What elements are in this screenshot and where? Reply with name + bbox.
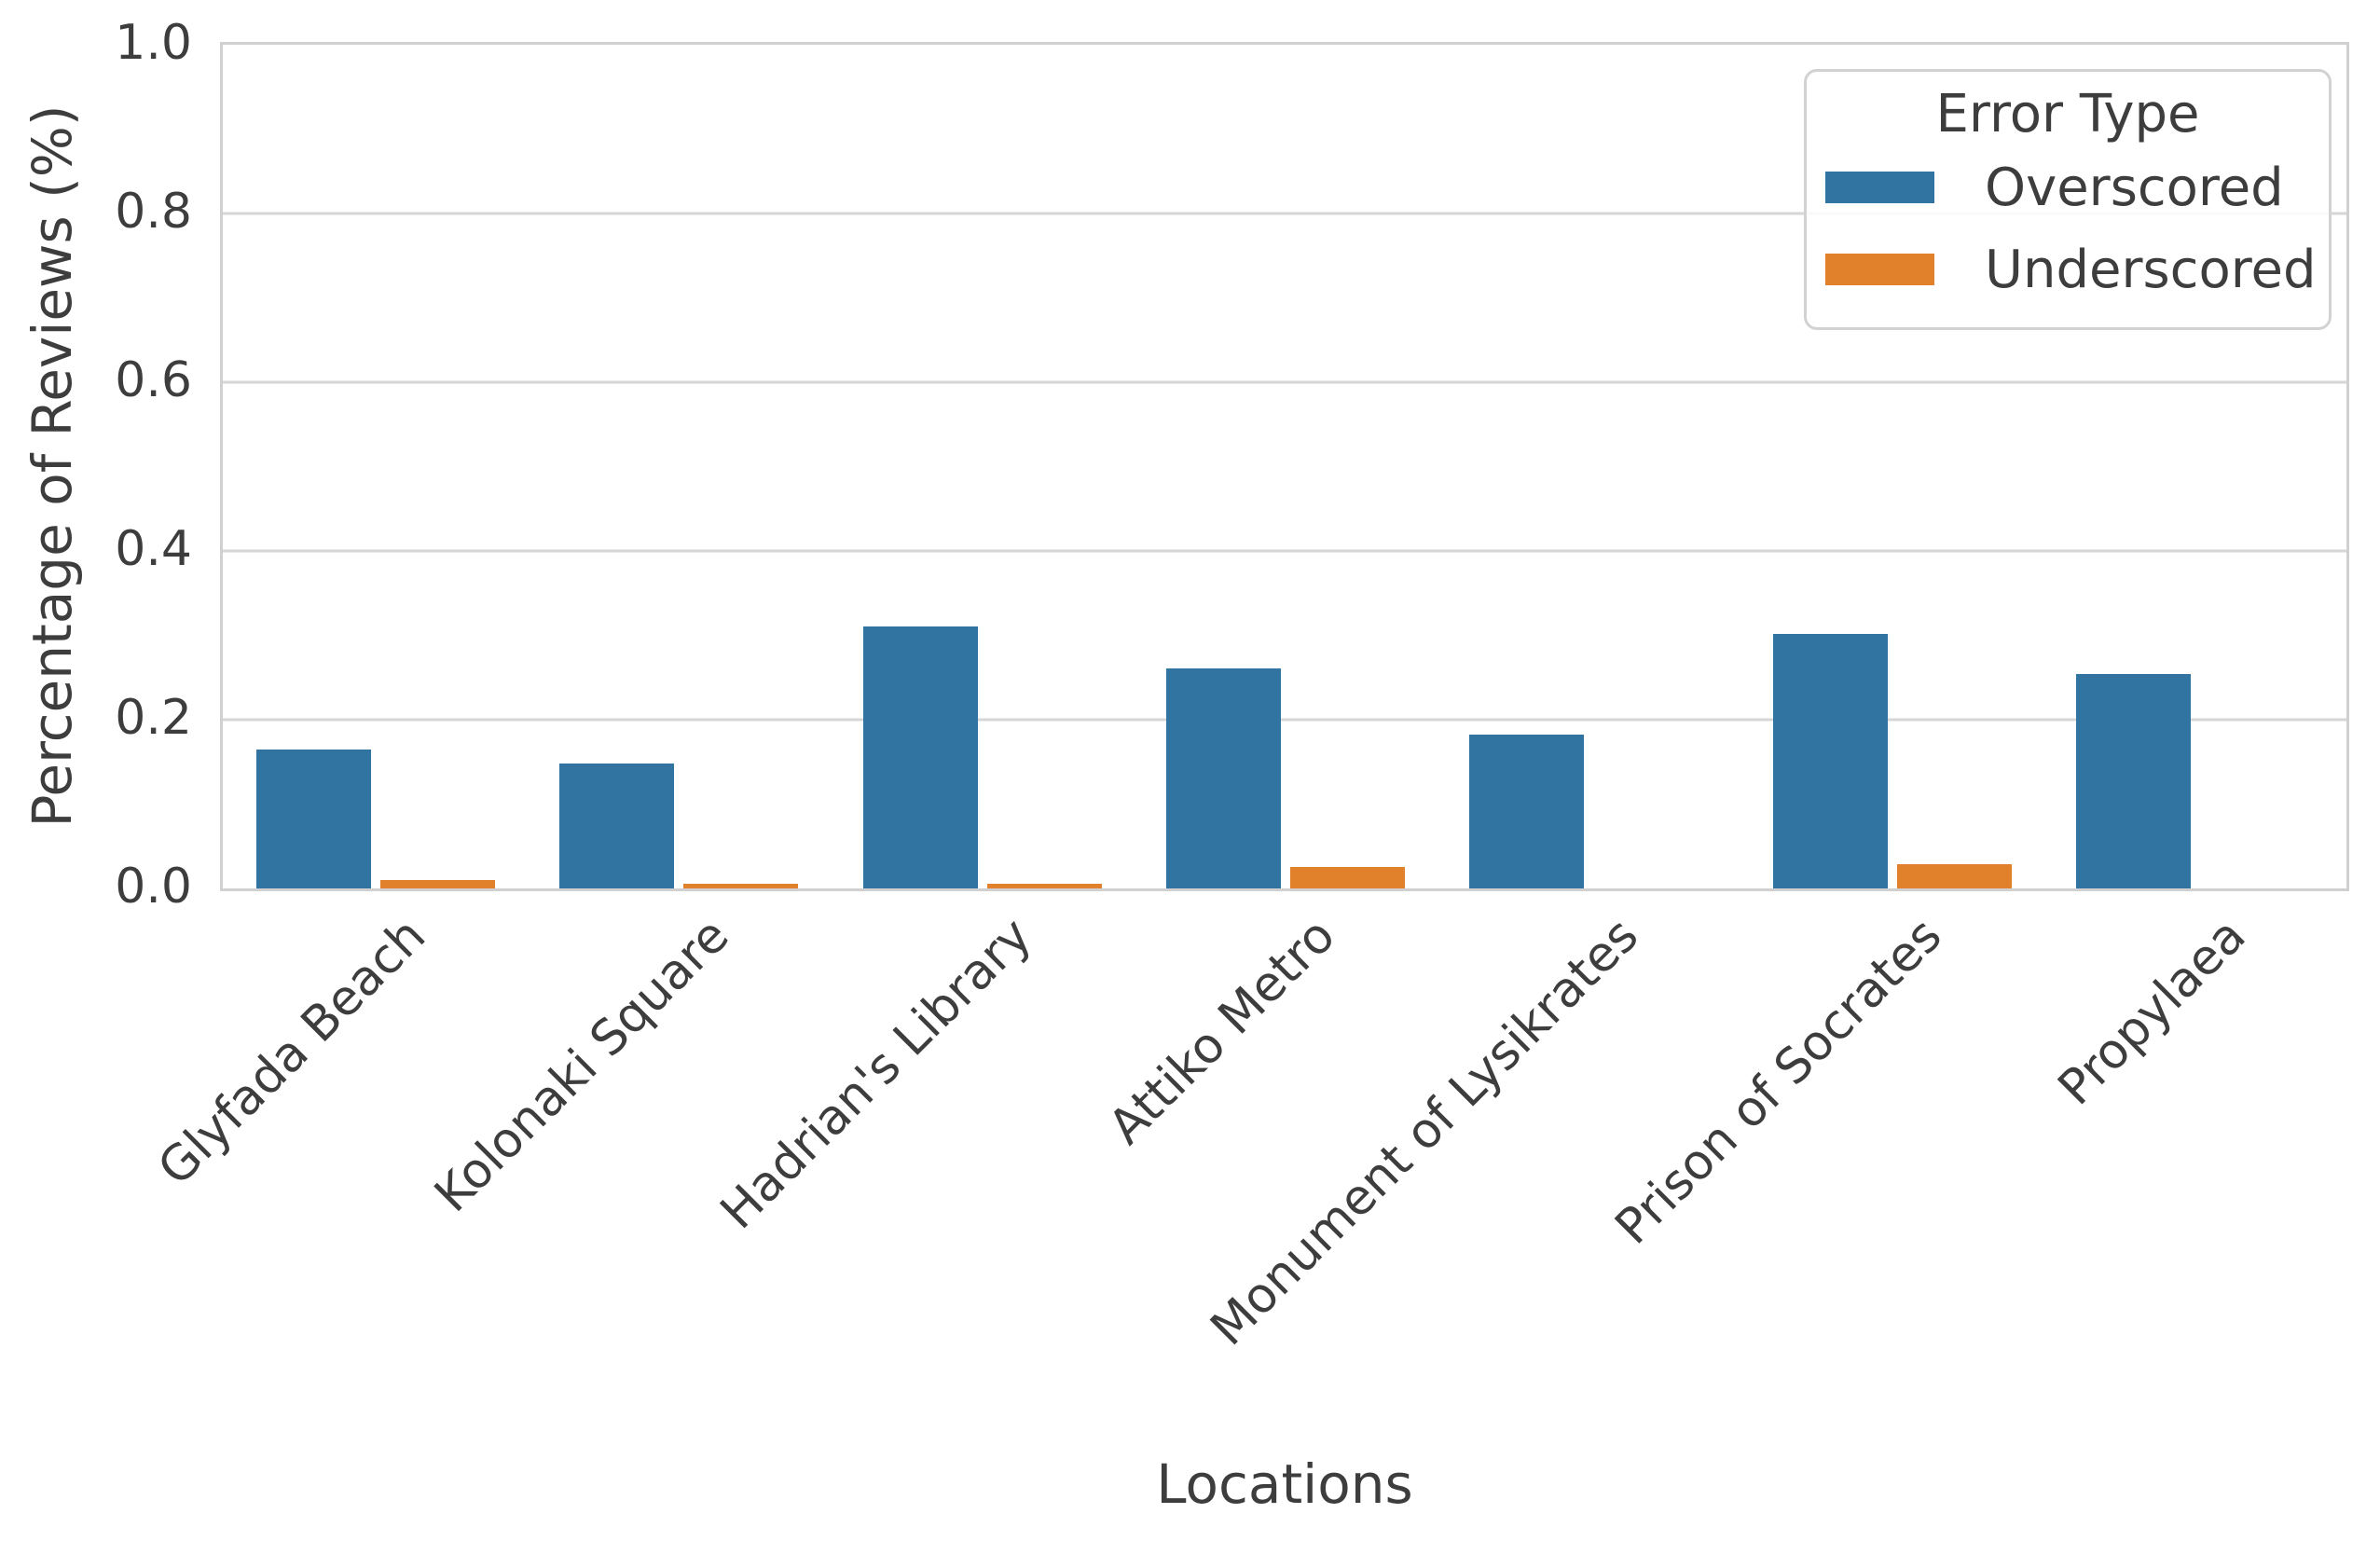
bar-overscored-hadrian-s-library (862, 626, 978, 888)
bar-overscored-prison-of-socrates (1772, 634, 1888, 888)
gridline-0.8 (223, 212, 2346, 215)
legend-swatch-overscored-icon (1825, 172, 1934, 203)
legend-row-underscored: Underscored (1807, 228, 2329, 310)
gridline-0.6 (223, 380, 2346, 384)
bar-underscored-attiko-metro (1290, 867, 1405, 888)
x-tick-label-attiko-metro: Attiko Metro (1098, 907, 1347, 1156)
y-tick-label-0.2: 0.2 (115, 689, 192, 746)
y-tick-label-1.0: 1.0 (115, 14, 192, 71)
x-tick-label-prison-of-socrates: Prison of Socrates (1604, 907, 1953, 1256)
y-tick-label-0.6: 0.6 (115, 351, 192, 408)
x-tick-label-hadrian-s-library: Hadrian's Library (709, 907, 1043, 1241)
bar-overscored-attiko-metro (1166, 668, 1281, 888)
bar-overscored-glyfada-beach (255, 750, 371, 888)
legend-title: Error Type (1935, 84, 2200, 144)
bar-underscored-hadrian-s-library (986, 884, 1102, 888)
bar-overscored-monument-of-lysikrates (1469, 735, 1585, 888)
x-tick-label-propylaea: Propylaea (2047, 907, 2257, 1117)
x-tick-label-kolonaki-square: Kolonaki Square (423, 907, 740, 1223)
legend-label-underscored: Underscored (1985, 239, 2317, 300)
y-tick-label-0.4: 0.4 (115, 520, 192, 577)
bar-underscored-glyfada-beach (379, 880, 495, 888)
gridline-0.4 (223, 549, 2346, 553)
legend-swatch-underscored-icon (1825, 254, 1934, 285)
legend: Error Type Overscored Underscored (1804, 69, 2332, 330)
x-tick-label-glyfada-beach: Glyfada Beach (146, 907, 436, 1197)
x-axis-label: Locations (1156, 1452, 1413, 1516)
bar-overscored-kolonaki-square (559, 764, 675, 888)
y-tick-label-0.8: 0.8 (115, 183, 192, 240)
y-tick-label-0.0: 0.0 (115, 858, 192, 915)
bar-underscored-prison-of-socrates (1896, 864, 2012, 888)
gridline-0.2 (223, 718, 2346, 722)
legend-label-overscored: Overscored (1985, 157, 2284, 218)
bar-overscored-propylaea (2076, 674, 2192, 888)
legend-row-overscored: Overscored (1807, 146, 2329, 228)
bar-underscored-kolonaki-square (683, 884, 799, 888)
